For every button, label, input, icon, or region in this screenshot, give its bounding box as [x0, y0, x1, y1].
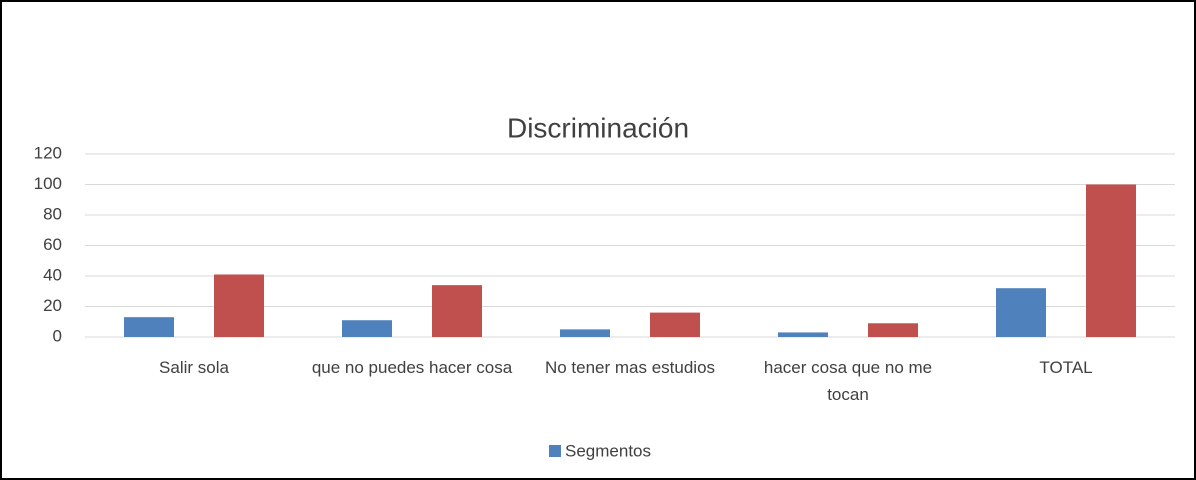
- y-tick-label: 0: [53, 326, 62, 345]
- x-tick-label: No tener mas estudios: [544, 358, 716, 377]
- bar: [868, 323, 918, 337]
- y-tick-label: 60: [43, 235, 62, 254]
- x-tick-label: que no puedes hacer cosa: [311, 358, 513, 377]
- bar: [124, 317, 174, 337]
- x-tick-label: Salir sola: [159, 358, 229, 377]
- bar: [650, 312, 700, 337]
- chart-title: Discriminación: [507, 112, 689, 143]
- bar: [1086, 184, 1136, 337]
- y-tick-label: 120: [34, 143, 62, 162]
- x-tick-label: hacer cosa que no me tocan: [763, 358, 933, 404]
- y-tick-label: 20: [43, 296, 62, 315]
- bar: [432, 285, 482, 337]
- y-tick-label: 100: [34, 174, 62, 193]
- bar: [996, 288, 1046, 337]
- bar: [778, 332, 828, 337]
- y-tick-label: 40: [43, 265, 62, 284]
- bar: [214, 274, 264, 337]
- legend-swatch: [549, 445, 561, 457]
- legend-label: Segmentos: [565, 441, 651, 460]
- bar: [342, 320, 392, 337]
- x-tick-label: TOTAL: [1039, 358, 1093, 377]
- y-tick-label: 80: [43, 204, 62, 223]
- bar: [560, 329, 610, 337]
